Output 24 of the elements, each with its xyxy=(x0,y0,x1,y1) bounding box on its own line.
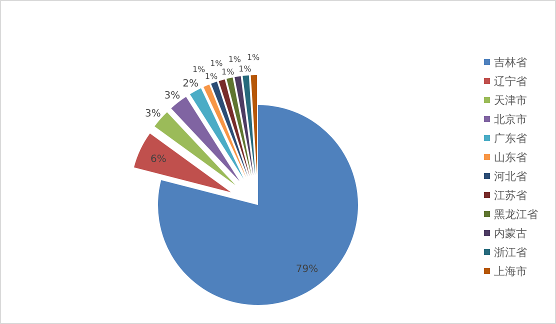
data-label: 79% xyxy=(296,264,318,276)
data-label: 1% xyxy=(204,72,218,82)
legend-label: 内蒙古 xyxy=(494,227,527,240)
data-label: 1% xyxy=(222,67,235,76)
legend-label: 辽宁省 xyxy=(494,75,527,88)
legend-label: 河北省 xyxy=(494,170,527,183)
legend-label: 黑龙江省 xyxy=(494,208,538,221)
data-label: 3% xyxy=(145,108,161,120)
legend-label: 广东省 xyxy=(494,132,527,145)
data-label: 2% xyxy=(182,78,198,90)
data-label: 6% xyxy=(150,154,166,166)
data-label: 1% xyxy=(192,65,206,74)
legend-label: 江苏省 xyxy=(494,189,527,202)
legend-label: 山东省 xyxy=(494,151,527,164)
data-label: 1% xyxy=(238,64,252,74)
data-label: 1% xyxy=(228,54,242,64)
legend-label: 浙江省 xyxy=(494,246,527,259)
data-label: 1% xyxy=(246,53,260,62)
legend-label: 吉林省 xyxy=(494,56,527,69)
data-label: 1% xyxy=(210,58,224,68)
legend-label: 天津市 xyxy=(494,94,527,107)
legend-label: 北京市 xyxy=(494,113,527,126)
data-label: 3% xyxy=(164,90,180,102)
legend-label: 上海市 xyxy=(494,265,527,278)
